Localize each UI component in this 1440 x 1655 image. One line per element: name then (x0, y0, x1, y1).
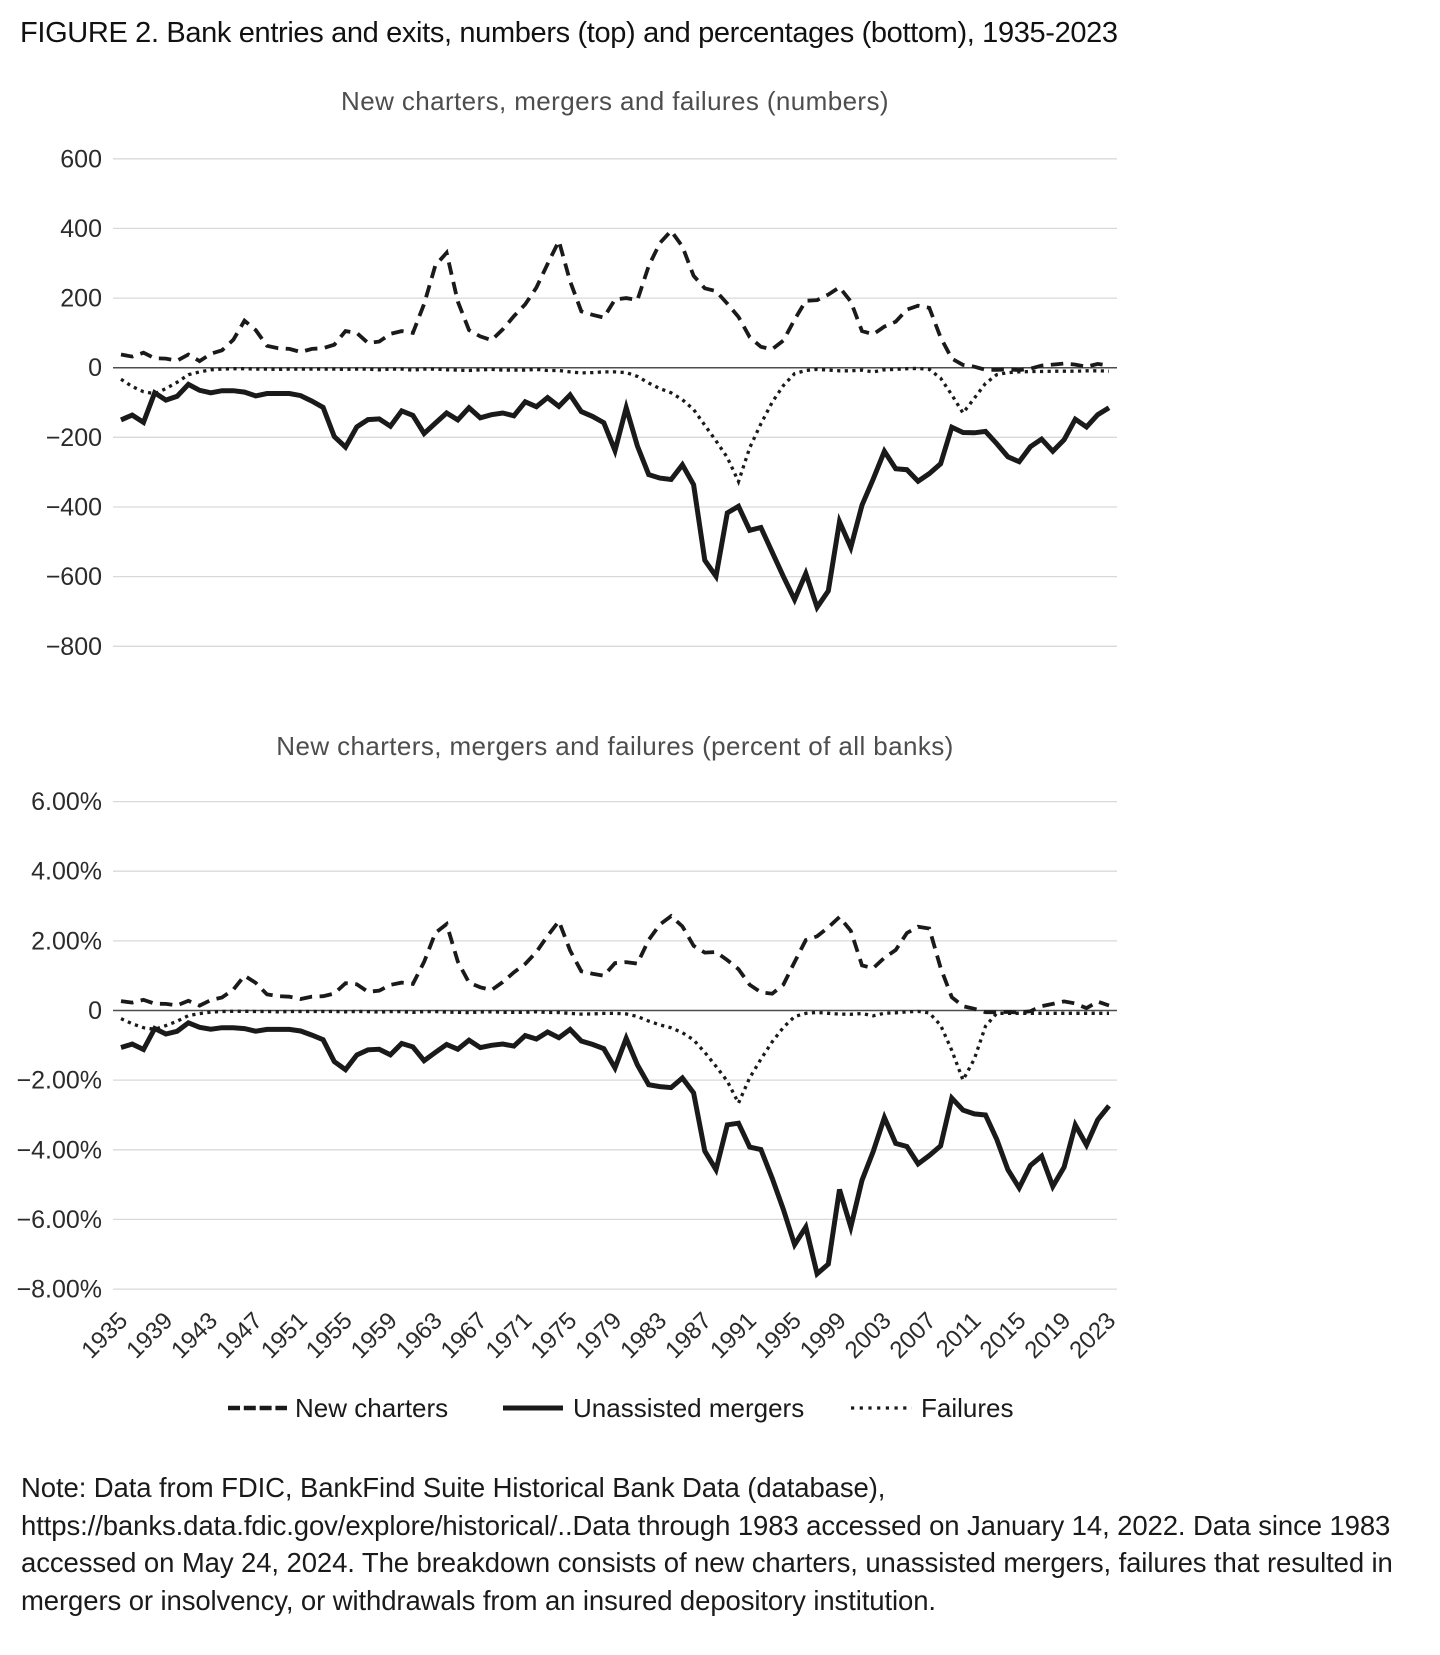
svg-text:−2.00%: −2.00% (17, 1067, 103, 1095)
svg-text:1975: 1975 (525, 1307, 582, 1364)
svg-text:1947: 1947 (211, 1307, 268, 1364)
svg-text:Failures: Failures (921, 1393, 1013, 1423)
svg-text:4.00%: 4.00% (31, 858, 102, 886)
svg-text:1987: 1987 (660, 1307, 717, 1364)
svg-text:−200: −200 (46, 424, 102, 452)
svg-text:New charters, mergers and fail: New charters, mergers and failures (perc… (276, 731, 953, 761)
svg-text:1943: 1943 (166, 1307, 223, 1364)
svg-text:2007: 2007 (885, 1307, 942, 1364)
svg-text:−8.00%: −8.00% (17, 1276, 103, 1304)
svg-text:1959: 1959 (346, 1307, 403, 1364)
svg-text:−4.00%: −4.00% (17, 1136, 103, 1164)
svg-text:1935: 1935 (76, 1307, 133, 1364)
svg-text:0: 0 (88, 997, 102, 1025)
svg-text:1983: 1983 (615, 1307, 672, 1364)
svg-text:1979: 1979 (570, 1307, 627, 1364)
svg-text:2015: 2015 (975, 1307, 1032, 1364)
svg-text:6.00%: 6.00% (31, 788, 102, 816)
svg-text:200: 200 (60, 285, 102, 313)
svg-text:1971: 1971 (481, 1307, 538, 1364)
svg-text:1951: 1951 (256, 1307, 313, 1364)
svg-text:2019: 2019 (1019, 1307, 1076, 1364)
svg-text:2023: 2023 (1064, 1307, 1121, 1364)
svg-text:2.00%: 2.00% (31, 927, 102, 955)
svg-text:1967: 1967 (436, 1307, 493, 1364)
svg-text:1991: 1991 (705, 1307, 762, 1364)
svg-text:−400: −400 (46, 494, 102, 522)
svg-text:−600: −600 (46, 563, 102, 591)
svg-text:−6.00%: −6.00% (17, 1206, 103, 1234)
svg-text:2011: 2011 (931, 1307, 987, 1363)
svg-text:1955: 1955 (301, 1307, 358, 1364)
svg-text:0: 0 (88, 354, 102, 382)
svg-text:400: 400 (60, 215, 102, 243)
svg-text:Unassisted mergers: Unassisted mergers (573, 1393, 804, 1423)
svg-text:−800: −800 (46, 633, 102, 661)
svg-text:1963: 1963 (391, 1307, 448, 1364)
svg-text:2003: 2003 (840, 1307, 897, 1364)
svg-text:New charters, mergers and fail: New charters, mergers and failures (numb… (341, 86, 889, 116)
svg-text:600: 600 (60, 145, 102, 173)
svg-text:New charters: New charters (295, 1393, 448, 1423)
svg-text:1999: 1999 (795, 1307, 852, 1364)
svg-text:1995: 1995 (750, 1307, 807, 1364)
svg-text:1939: 1939 (121, 1307, 178, 1364)
